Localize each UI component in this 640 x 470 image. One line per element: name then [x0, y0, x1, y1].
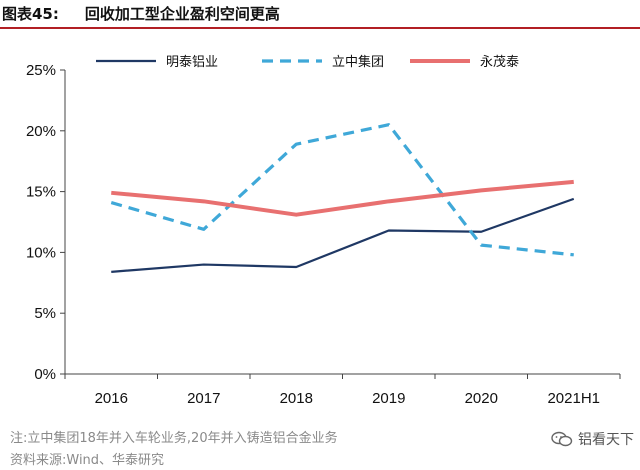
data-point — [573, 254, 574, 255]
data-point — [296, 214, 297, 215]
data-point — [573, 198, 574, 199]
series-line-3 — [111, 179, 574, 217]
watermark: 铝看天下 — [551, 429, 634, 449]
line-chart: 0% 5% 10% 15% 20% 25% 2016 2017 2018 2019 2020 2021… — [26, 54, 621, 407]
data-point — [203, 201, 204, 202]
y-tick-label: 20% — [26, 123, 56, 140]
x-tick-label: 2021H1 — [547, 390, 600, 407]
legend-label: 立中集团 — [332, 54, 384, 70]
series-line-1 — [111, 197, 575, 273]
y-tick-label: 25% — [26, 62, 56, 79]
data-source: 资料来源:Wind、华泰研究 — [10, 453, 165, 468]
data-point — [481, 231, 482, 232]
y-tick-label: 10% — [26, 244, 56, 261]
title-divider — [0, 27, 640, 29]
x-tick-label: 2020 — [465, 390, 498, 407]
legend-label: 明泰铝业 — [166, 55, 218, 70]
data-point — [203, 229, 204, 230]
data-point — [481, 245, 482, 246]
y-tick-label: 0% — [34, 366, 56, 383]
data-point — [573, 181, 574, 182]
data-point — [296, 266, 297, 267]
data-point — [481, 190, 482, 191]
data-point — [111, 271, 112, 272]
data-point — [203, 264, 204, 265]
x-tick-label: 2016 — [95, 390, 128, 407]
legend-label: 永茂泰 — [480, 55, 519, 70]
chart-title: 图表45: 回收加工型企业盈利空间更高 — [2, 3, 280, 24]
data-point — [111, 192, 112, 193]
data-point — [111, 202, 112, 203]
figure-label: 图表45: — [2, 5, 59, 23]
data-point — [388, 201, 389, 202]
data-point — [388, 230, 389, 231]
x-tick-label: 2017 — [187, 390, 220, 407]
wechat-icon — [551, 431, 573, 447]
data-point — [388, 124, 389, 125]
watermark-text: 铝看天下 — [578, 432, 634, 448]
figure-title-text: 回收加工型企业盈利空间更高 — [84, 5, 280, 23]
y-tick-label: 5% — [34, 305, 56, 322]
data-point — [296, 144, 297, 145]
chart-footnote: 注:立中集团18年并入车轮业务,20年并入铸造铝合金业务 — [10, 431, 338, 446]
x-tick-label: 2019 — [372, 390, 405, 407]
x-tick-label: 2018 — [280, 390, 313, 407]
series-line-2 — [110, 123, 574, 257]
y-tick-label: 15% — [26, 184, 56, 201]
